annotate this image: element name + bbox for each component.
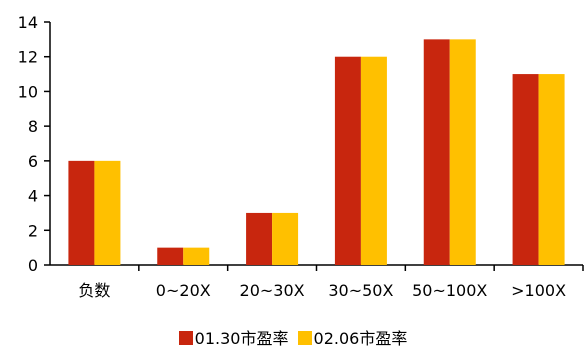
x-tick-label: 20~30X xyxy=(240,281,305,300)
legend-item-series-2: 02.06市盈率 xyxy=(297,325,408,349)
bar-series-1 xyxy=(157,247,184,265)
legend: 01.30市盈率 02.06市盈率 xyxy=(0,325,586,349)
bar-series-2 xyxy=(360,56,387,265)
y-tick-label: 4 xyxy=(28,187,38,206)
bar-series-2 xyxy=(272,212,299,265)
x-tick-label: 50~100X xyxy=(412,281,487,300)
y-tick-label: 14 xyxy=(18,13,38,32)
y-tick-label: 8 xyxy=(28,117,38,136)
y-tick-label: 0 xyxy=(28,256,38,275)
bar-series-1 xyxy=(246,212,273,265)
bar-series-1 xyxy=(68,160,95,265)
legend-label-series-2: 02.06市盈率 xyxy=(313,329,408,348)
bar-chart: 0 2 4 6 8 10 12 14 负数 0~20X 20~30X 30~50X 50~100X >1… xyxy=(18,13,584,300)
y-tick-label: 6 xyxy=(28,152,38,171)
bar-series-1 xyxy=(334,56,361,265)
y-tick-label: 2 xyxy=(28,221,38,240)
bar-series-2 xyxy=(183,247,210,265)
legend-item-series-1: 01.30市盈率 xyxy=(178,325,289,349)
bar-series-1 xyxy=(423,39,450,265)
x-tick-label: 0~20X xyxy=(156,281,211,300)
bars xyxy=(68,39,565,265)
y-tick-label: 12 xyxy=(18,48,38,67)
y-axis: 0 2 4 6 8 10 12 14 xyxy=(18,13,51,275)
x-axis: 负数 0~20X 20~30X 30~50X 50~100X >100X xyxy=(50,264,584,300)
legend-swatch-series-2 xyxy=(297,331,312,345)
legend-label-series-1: 01.30市盈率 xyxy=(194,329,289,348)
bar-series-2 xyxy=(94,160,121,265)
legend-swatch-series-1 xyxy=(178,331,193,345)
bar-series-2 xyxy=(449,39,476,265)
x-tick-label: >100X xyxy=(511,281,566,300)
x-tick-label: 30~50X xyxy=(328,281,393,300)
x-tick-label: 负数 xyxy=(78,281,110,300)
bar-series-1 xyxy=(512,74,539,265)
y-tick-label: 10 xyxy=(18,82,38,101)
bar-series-2 xyxy=(538,74,565,265)
